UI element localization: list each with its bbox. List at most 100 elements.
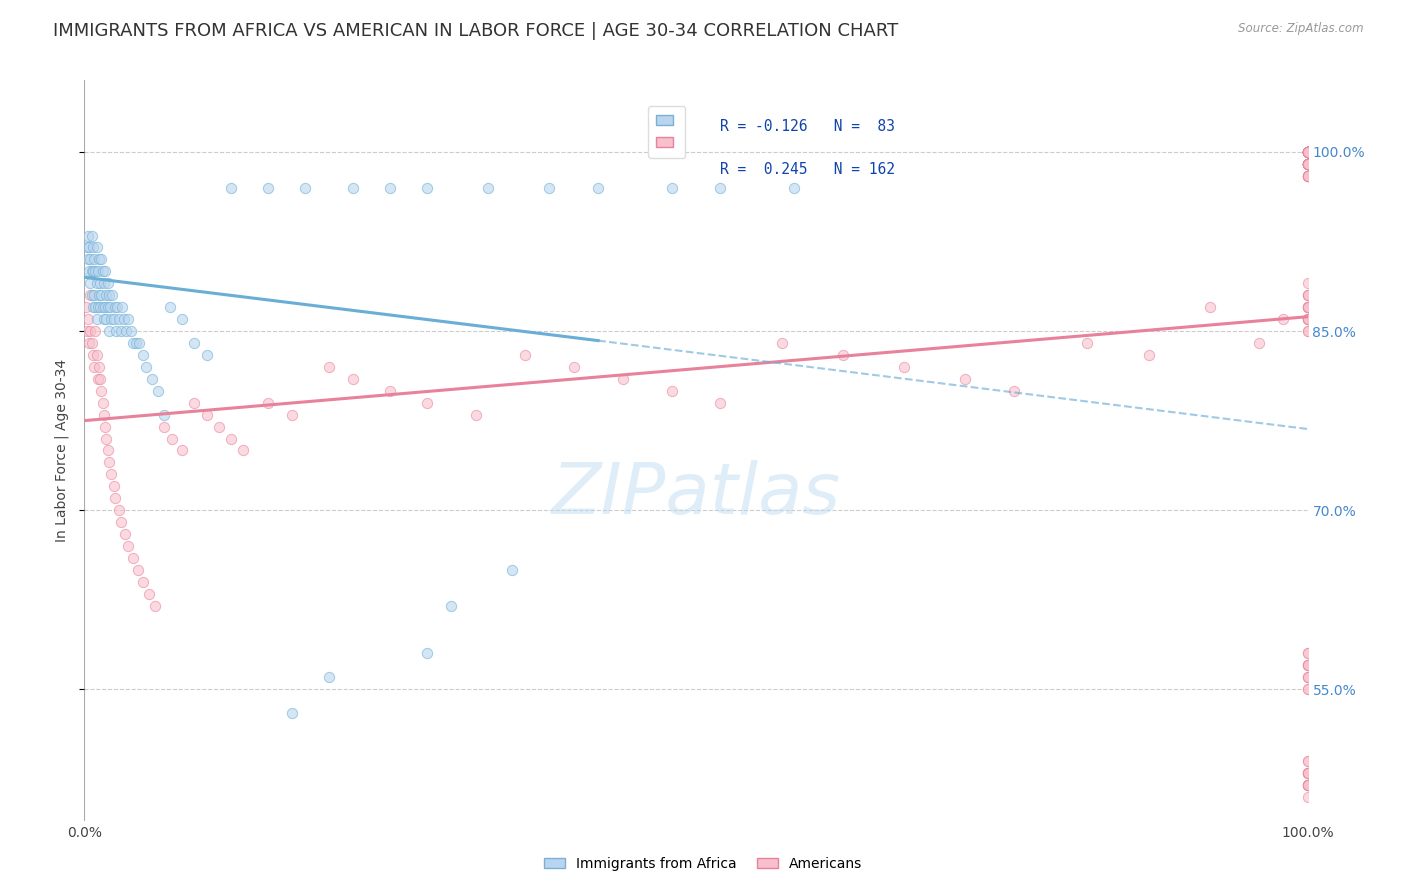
Point <box>100 467 122 482</box>
Point <box>97 288 120 302</box>
Point <box>80 336 103 351</box>
Point <box>128 336 150 351</box>
Point <box>770 336 793 351</box>
Text: R =  0.245   N = 162: R = 0.245 N = 162 <box>720 161 896 177</box>
Point <box>1296 778 1319 792</box>
Point <box>1076 336 1098 351</box>
Point <box>1296 778 1319 792</box>
Point <box>1296 157 1319 171</box>
Point <box>1296 658 1319 673</box>
Point <box>104 491 127 506</box>
Point <box>1296 670 1319 684</box>
Point <box>1296 754 1319 768</box>
Point <box>464 408 486 422</box>
Point <box>153 408 176 422</box>
Point <box>1296 145 1319 159</box>
Point <box>1296 145 1319 159</box>
Point <box>1296 754 1319 768</box>
Point <box>1296 288 1319 302</box>
Point <box>107 312 129 326</box>
Legend: , : , <box>648 106 685 158</box>
Point <box>1296 145 1319 159</box>
Point <box>132 574 155 589</box>
Point <box>318 670 340 684</box>
Point <box>77 336 100 351</box>
Point <box>661 384 683 398</box>
Point <box>105 300 128 314</box>
Point <box>1296 277 1319 291</box>
Point <box>831 348 853 362</box>
Point <box>1296 157 1319 171</box>
Point <box>87 359 110 374</box>
Point <box>112 312 135 326</box>
Point <box>79 288 101 302</box>
Point <box>1296 145 1319 159</box>
Point <box>117 539 139 553</box>
Point <box>1296 169 1319 183</box>
Point <box>281 706 304 721</box>
Point <box>1296 145 1319 159</box>
Point <box>83 288 105 302</box>
Point <box>135 359 157 374</box>
Point <box>1296 145 1319 159</box>
Point <box>87 300 110 314</box>
Point <box>1296 658 1319 673</box>
Point <box>342 180 364 194</box>
Point <box>82 264 104 278</box>
Point <box>110 324 132 338</box>
Point <box>1296 145 1319 159</box>
Point <box>1296 145 1319 159</box>
Point <box>1296 157 1319 171</box>
Point <box>91 395 114 409</box>
Point <box>84 324 107 338</box>
Point <box>1296 145 1319 159</box>
Point <box>1296 145 1319 159</box>
Point <box>1296 157 1319 171</box>
Point <box>1296 658 1319 673</box>
Point <box>84 264 107 278</box>
Point <box>117 312 139 326</box>
Point <box>1296 312 1319 326</box>
Point <box>89 277 111 291</box>
Point <box>82 240 104 254</box>
Point <box>502 563 524 577</box>
Point <box>86 277 108 291</box>
Point <box>94 419 117 434</box>
Point <box>1296 157 1319 171</box>
Point <box>77 240 100 254</box>
Point <box>1296 145 1319 159</box>
Point <box>783 180 806 194</box>
Point <box>1296 765 1319 780</box>
Point <box>76 324 98 338</box>
Y-axis label: In Labor Force | Age 30-34: In Labor Force | Age 30-34 <box>55 359 69 542</box>
Point <box>105 324 128 338</box>
Point <box>1296 145 1319 159</box>
Point <box>416 395 439 409</box>
Point <box>1296 778 1319 792</box>
Point <box>87 252 110 267</box>
Point <box>146 384 169 398</box>
Point <box>440 599 463 613</box>
Point <box>1296 169 1319 183</box>
Point <box>1296 157 1319 171</box>
Point <box>97 455 120 469</box>
Point <box>1296 300 1319 314</box>
Point <box>1002 384 1025 398</box>
Point <box>1296 145 1319 159</box>
Point <box>1296 670 1319 684</box>
Point <box>586 180 609 194</box>
Point <box>232 443 254 458</box>
Text: R = -0.126   N =  83: R = -0.126 N = 83 <box>720 120 896 135</box>
Point <box>84 300 107 314</box>
Point <box>89 300 111 314</box>
Point <box>1296 670 1319 684</box>
Point <box>110 515 132 529</box>
Point <box>82 300 104 314</box>
Point <box>893 359 915 374</box>
Point <box>103 312 125 326</box>
Point <box>87 264 110 278</box>
Point <box>1296 145 1319 159</box>
Point <box>1296 765 1319 780</box>
Point <box>86 312 108 326</box>
Text: IMMIGRANTS FROM AFRICA VS AMERICAN IN LABOR FORCE | AGE 30-34 CORRELATION CHART: IMMIGRANTS FROM AFRICA VS AMERICAN IN LA… <box>53 22 898 40</box>
